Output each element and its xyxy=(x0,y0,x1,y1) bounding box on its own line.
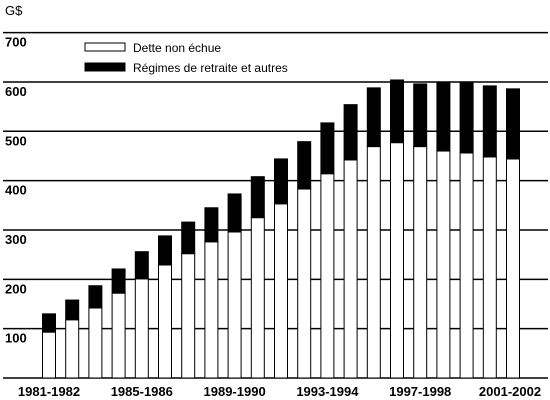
bar-segment xyxy=(274,203,288,379)
bar-segment xyxy=(506,88,520,160)
bar-segment xyxy=(390,142,404,379)
bar-segment xyxy=(320,173,335,379)
bar-segment xyxy=(459,81,474,154)
bar-segment xyxy=(482,156,497,379)
legend-label: Dette non échue xyxy=(133,41,221,55)
legend-label: Régimes de retraite et autres xyxy=(133,61,288,75)
bar-segment xyxy=(297,141,312,190)
bar-segment xyxy=(390,79,404,144)
y-axis-label: G$ xyxy=(5,3,23,18)
bar-segment xyxy=(158,235,172,266)
bar-segment xyxy=(88,285,103,309)
y-tick-label: 400 xyxy=(5,183,27,198)
bar-segment xyxy=(65,299,80,321)
bar-segment xyxy=(250,176,265,219)
x-tick-label: 1981-1982 xyxy=(18,384,80,399)
bar-segment xyxy=(413,146,428,379)
bar-segment xyxy=(436,82,451,152)
y-tick-label: 200 xyxy=(5,281,27,296)
bar-segment xyxy=(227,193,242,233)
bar-segment xyxy=(482,85,497,158)
bar-segment xyxy=(88,307,103,379)
bar-segment xyxy=(413,83,428,148)
bar-segment xyxy=(274,158,288,205)
y-tick-label: 300 xyxy=(5,232,27,247)
bar-segment xyxy=(134,278,149,379)
bar-segment xyxy=(297,188,312,379)
bar-segment xyxy=(42,313,56,333)
y-tick-label: 500 xyxy=(5,133,27,148)
bar-segment xyxy=(459,152,474,379)
x-tick-label: 1985-1986 xyxy=(111,384,173,399)
bar-segment xyxy=(250,217,265,379)
bar-segment xyxy=(343,104,358,161)
bar-segment xyxy=(366,146,381,379)
bar-segment xyxy=(320,122,335,175)
bar-segment xyxy=(506,158,520,379)
bar-segment xyxy=(181,253,196,379)
bar-segment xyxy=(134,251,149,280)
legend-swatch xyxy=(84,62,126,72)
bar-segment xyxy=(366,87,381,148)
x-tick-label: 1993-1994 xyxy=(296,384,359,399)
bar-segment xyxy=(42,331,56,379)
y-tick-label: 600 xyxy=(5,84,27,99)
bar-segment xyxy=(227,231,242,379)
x-tick-label: 1997-1998 xyxy=(389,384,451,399)
bar-segment xyxy=(204,207,219,243)
bar-segment xyxy=(343,159,358,379)
legend-swatch xyxy=(84,42,126,52)
bar-segment xyxy=(204,241,219,379)
bar-segment xyxy=(181,221,196,255)
bar-segment xyxy=(111,292,126,379)
y-tick-label: 100 xyxy=(5,331,27,346)
x-tick-label: 1989-1990 xyxy=(204,384,266,399)
bar-segment xyxy=(111,268,126,294)
bar-segment xyxy=(436,150,451,379)
bar-segment xyxy=(158,264,172,379)
bar-segment xyxy=(65,319,80,379)
y-tick-label: 700 xyxy=(5,35,27,50)
x-tick-label: 2001-2002 xyxy=(479,384,541,399)
